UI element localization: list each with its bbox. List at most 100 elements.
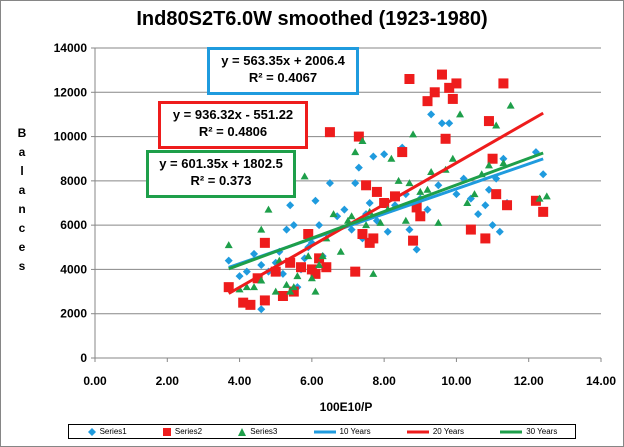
data-point-series3 — [387, 154, 396, 162]
x-tick-label: 14.00 — [586, 374, 616, 388]
data-point-series3 — [376, 218, 385, 226]
y-tick-label: 2000 — [60, 307, 87, 321]
line-swatch-icon — [406, 430, 429, 433]
legend-label: Series3 — [250, 427, 278, 436]
data-point-series1 — [539, 170, 548, 179]
data-point-series2 — [411, 202, 422, 213]
data-point-series3 — [289, 283, 298, 291]
data-point-series1 — [405, 225, 414, 234]
data-point-series1 — [369, 152, 378, 161]
data-point-series1 — [434, 181, 443, 190]
data-point-series2 — [371, 186, 382, 197]
data-point-series2 — [502, 200, 513, 211]
data-point-series2 — [451, 78, 462, 89]
square-marker-icon — [162, 427, 171, 436]
data-point-series3 — [311, 287, 320, 295]
data-point-series3 — [448, 154, 457, 162]
data-point-series1 — [423, 205, 432, 214]
data-point-series1 — [437, 119, 446, 128]
y-axis-label-char: a — [19, 183, 26, 197]
data-point-series2 — [487, 153, 498, 164]
data-point-series2 — [491, 189, 502, 200]
data-point-series1 — [427, 110, 436, 119]
data-point-series3 — [358, 137, 367, 144]
equation-text: y = 936.32x - 551.22 — [172, 107, 294, 122]
data-point-series2 — [303, 229, 314, 239]
data-point-series3 — [409, 130, 418, 138]
data-point-series3 — [484, 161, 493, 169]
data-point-series3 — [250, 283, 259, 291]
r-squared-text: R² = 0.373 — [190, 173, 252, 188]
data-point-series3 — [456, 110, 465, 118]
data-point-series2 — [270, 266, 281, 277]
data-point-series1 — [282, 225, 291, 234]
data-point-series3 — [329, 210, 338, 218]
line-swatch-icon — [313, 430, 336, 433]
data-point-series2 — [324, 127, 335, 138]
x-axis-label: 100E10/P — [320, 400, 373, 414]
data-point-series3 — [347, 212, 356, 220]
data-point-series3 — [542, 192, 551, 200]
data-point-series2 — [223, 282, 234, 293]
chart-title: Ind80S2T6.0W smoothed (1923-1980) — [136, 8, 488, 30]
data-point-series1 — [325, 179, 334, 188]
data-point-series1 — [481, 201, 490, 210]
data-point-series2 — [408, 235, 419, 246]
x-tick-label: 4.00 — [228, 374, 252, 388]
data-point-series3 — [434, 218, 443, 226]
data-point-series2 — [440, 133, 451, 144]
data-point-series1 — [488, 221, 497, 230]
axes — [91, 47, 602, 362]
data-point-series1 — [340, 205, 349, 214]
data-point-series3 — [257, 225, 266, 233]
data-point-series1 — [311, 196, 320, 205]
y-axis-label-char: s — [19, 259, 26, 273]
data-point-series2 — [361, 180, 372, 191]
trendline-20-years — [227, 111, 544, 295]
data-point-series1 — [315, 221, 324, 230]
x-tick-label: 2.00 — [156, 374, 180, 388]
legend-label: 30 Years — [526, 427, 558, 436]
x-tick-label: 6.00 — [300, 374, 324, 388]
y-axis-label-char: n — [18, 202, 25, 216]
x-tick-label: 0.00 — [83, 374, 107, 388]
y-tick-label: 8000 — [60, 174, 87, 188]
y-axis-label-char: l — [20, 164, 23, 178]
data-point-series3 — [416, 187, 425, 195]
x-tick-label: 8.00 — [372, 374, 396, 388]
legend-item-30-years: 30 Years — [499, 427, 557, 437]
data-point-series2 — [436, 69, 447, 80]
data-point-series2 — [447, 93, 458, 104]
data-point-series2 — [245, 299, 256, 310]
data-point-series1 — [445, 119, 454, 128]
data-point-series3 — [271, 287, 280, 295]
data-point-series2 — [444, 82, 455, 93]
y-tick-label: 14000 — [54, 41, 88, 55]
r-squared-text: R² = 0.4067 — [248, 70, 318, 85]
data-point-series1 — [224, 256, 233, 265]
data-point-series2 — [350, 266, 361, 277]
x-tick-label: 12.00 — [514, 374, 544, 388]
legend-item-10-years: 10 Years — [313, 427, 371, 437]
data-point-series3 — [405, 179, 414, 187]
y-axis-label-char: e — [19, 240, 26, 254]
y-axis-label-char: B — [18, 126, 27, 140]
legend-label: Series1 — [99, 427, 127, 436]
data-point-series3 — [293, 272, 302, 280]
data-point-series1 — [412, 245, 421, 254]
data-point-series1 — [383, 227, 392, 236]
triangle-marker-icon — [238, 427, 247, 436]
data-point-series2 — [368, 233, 379, 244]
data-point-series2 — [465, 224, 476, 235]
data-point-series3 — [304, 252, 313, 260]
data-point-series2 — [288, 286, 299, 297]
diamond-marker-icon — [87, 427, 96, 436]
legend-label: 10 Years — [339, 427, 371, 436]
data-point-series3 — [351, 148, 360, 156]
r-squared-text: R² = 0.4806 — [198, 124, 268, 139]
data-point-series1 — [235, 272, 244, 281]
data-point-series1 — [495, 227, 504, 236]
data-point-series1 — [351, 179, 360, 188]
data-point-series3 — [242, 283, 251, 291]
